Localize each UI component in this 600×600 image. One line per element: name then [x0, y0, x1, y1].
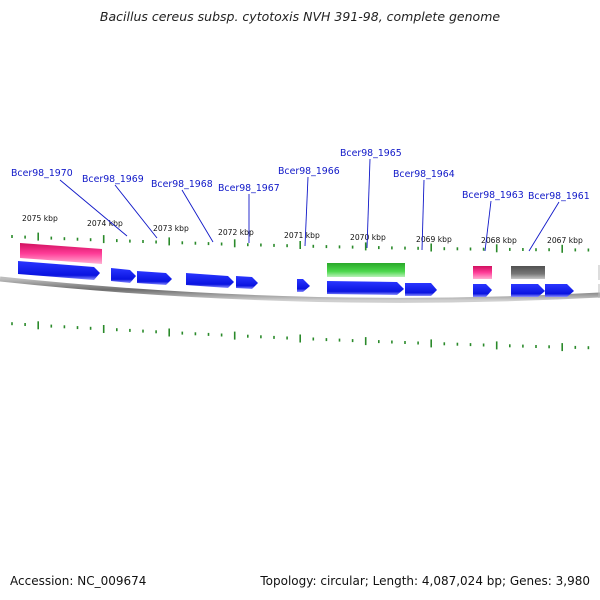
genome-backbone — [0, 276, 600, 303]
ruler-label: 2070 kbp — [350, 233, 386, 242]
rrna-feature-small[interactable] — [473, 266, 492, 279]
callout-line — [181, 189, 214, 243]
cds-arrow[interactable] — [18, 261, 100, 280]
gene-label[interactable]: Bcer98_1968 — [151, 179, 213, 190]
callout-line — [421, 179, 425, 251]
cds-arrow[interactable] — [327, 281, 404, 295]
ruler-label: 2071 kbp — [284, 231, 320, 240]
gene-label[interactable]: Bcer98_1964 — [393, 169, 455, 180]
gene-label[interactable]: Bcer98_1965 — [340, 148, 402, 159]
gene-label[interactable]: Bcer98_1970 — [11, 168, 73, 179]
gene-label[interactable]: Bcer98_1963 — [462, 190, 524, 201]
genome-title: Bacillus cereus subsp. cytotoxis NVH 391… — [99, 9, 501, 24]
ruler-label: 2072 kbp — [218, 228, 254, 237]
cds-arrow[interactable] — [405, 283, 437, 296]
rna-features — [20, 243, 545, 279]
ruler-labels: 2075 kbp 2074 kbp 2073 kbp 2072 kbp 2071… — [22, 214, 583, 245]
callout-line — [304, 176, 309, 247]
callout-line — [366, 158, 371, 249]
ruler-label: 2074 kbp — [87, 219, 123, 228]
callout-lines — [59, 158, 560, 252]
cds-arrow[interactable] — [297, 279, 310, 292]
cds-arrow[interactable] — [236, 276, 258, 289]
cds-arrow[interactable] — [473, 284, 492, 297]
ruler-label: 2067 kbp — [547, 236, 583, 245]
callout-line — [59, 179, 128, 237]
gene-labels: Bcer98_1970 Bcer98_1969 Bcer98_1968 Bcer… — [11, 148, 590, 202]
callout-line — [114, 184, 158, 239]
cds-arrow[interactable] — [186, 273, 234, 288]
trna-feature[interactable] — [327, 263, 405, 277]
rrna-feature[interactable] — [20, 243, 102, 264]
ruler-ticks-lower — [11, 321, 590, 352]
ruler-label: 2073 kbp — [153, 224, 189, 233]
cds-arrow[interactable] — [511, 284, 545, 297]
gene-label[interactable]: Bcer98_1967 — [218, 183, 280, 194]
gene-label[interactable]: Bcer98_1966 — [278, 166, 340, 177]
cds-arrow[interactable] — [137, 271, 172, 285]
ruler-label: 2068 kbp — [481, 236, 517, 245]
ruler-label: 2075 kbp — [22, 214, 58, 223]
cds-arrow[interactable] — [545, 284, 574, 297]
ruler-label: 2069 kbp — [416, 235, 452, 244]
callout-line — [528, 201, 560, 252]
topology-label: Topology: circular; Length: 4,087,024 bp… — [260, 574, 590, 588]
accession-label: Accession: NC_009674 — [10, 574, 147, 588]
ruler-ticks-upper — [11, 232, 590, 253]
cds-features — [18, 261, 574, 297]
cds-arrow[interactable] — [111, 268, 136, 283]
gene-label[interactable]: Bcer98_1969 — [82, 174, 144, 185]
misc-feature[interactable] — [511, 266, 545, 279]
gene-label[interactable]: Bcer98_1961 — [528, 191, 590, 202]
callout-line — [484, 200, 492, 252]
